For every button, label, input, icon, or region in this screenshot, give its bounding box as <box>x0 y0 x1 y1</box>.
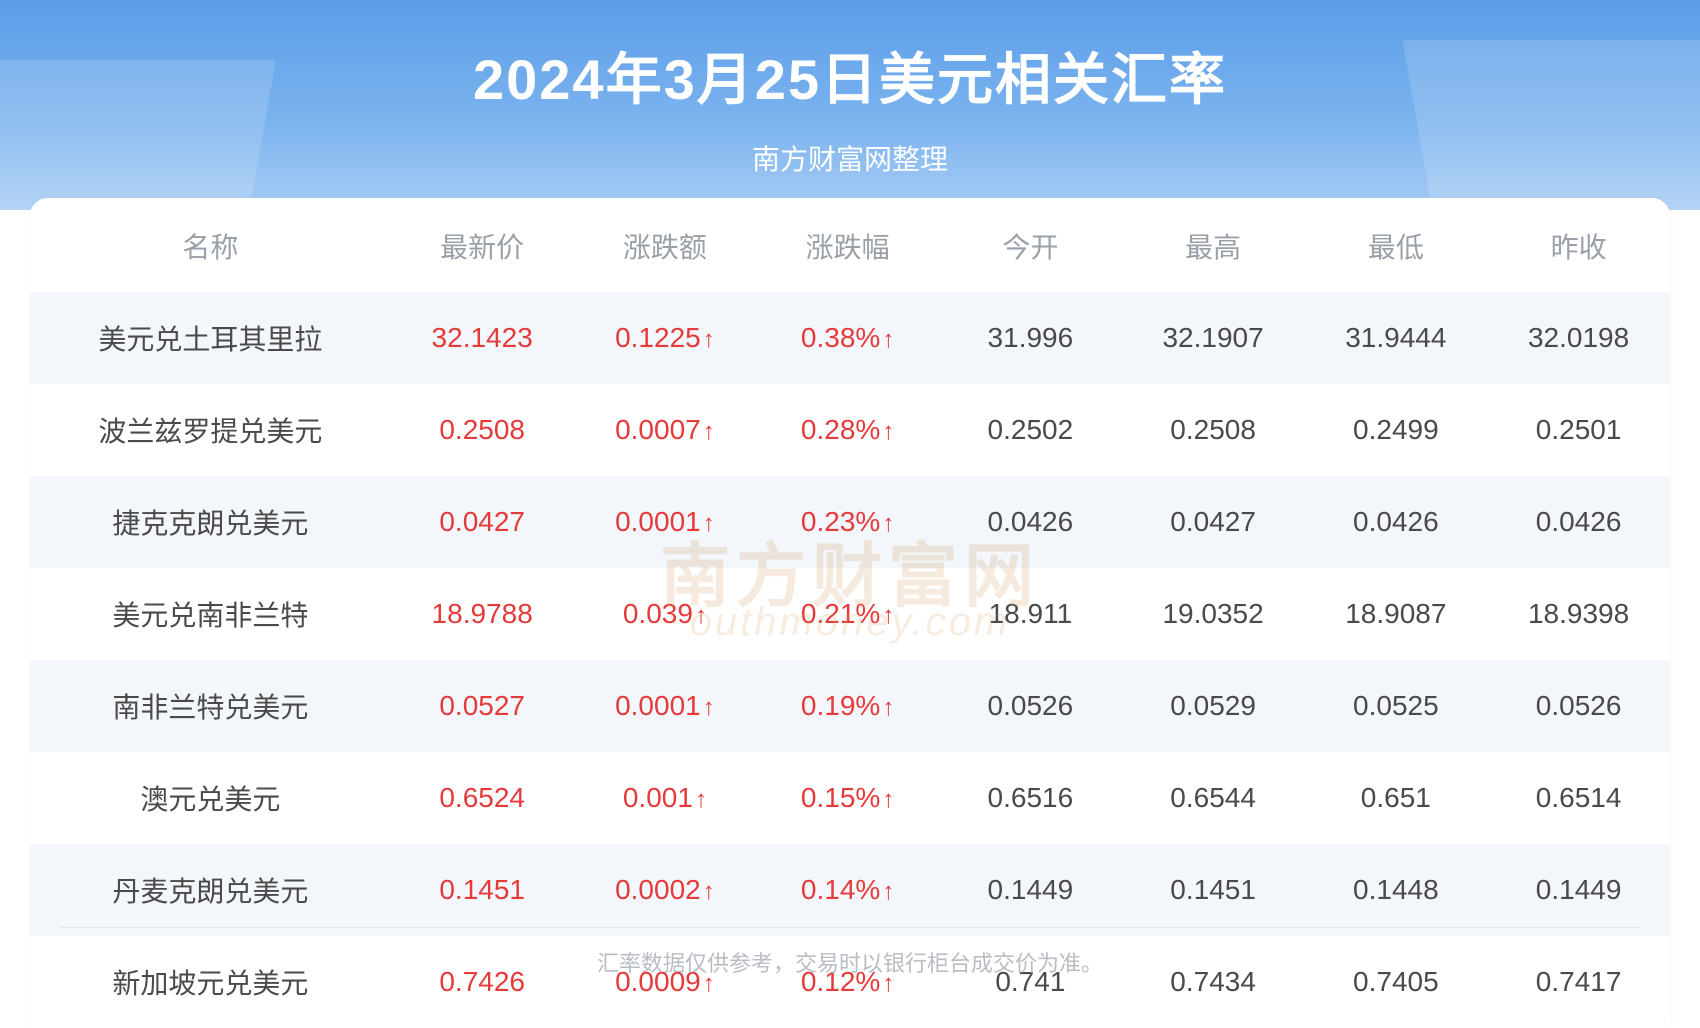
cell-name: 丹麦克朗兑美元 <box>30 844 391 936</box>
col-header-name: 名称 <box>30 198 391 292</box>
arrow-up-icon: ↑ <box>882 326 894 353</box>
table-row: 波兰兹罗提兑美元0.25080.0007↑0.28%↑0.25020.25080… <box>30 384 1670 476</box>
cell-low: 18.9087 <box>1304 568 1487 660</box>
arrow-up-icon: ↑ <box>882 786 894 813</box>
col-header-low: 最低 <box>1304 198 1487 292</box>
arrow-up-icon: ↑ <box>703 694 715 721</box>
arrow-up-icon: ↑ <box>882 694 894 721</box>
arrow-up-icon: ↑ <box>882 418 894 445</box>
cell-open: 18.911 <box>939 568 1122 660</box>
arrow-up-icon: ↑ <box>882 878 894 905</box>
cell-change: 0.001↑ <box>574 752 757 844</box>
cell-high: 0.2508 <box>1122 384 1305 476</box>
cell-change: 0.0007↑ <box>574 384 757 476</box>
cell-prev: 0.0526 <box>1487 660 1670 752</box>
arrow-up-icon: ↑ <box>703 510 715 537</box>
cell-change: 0.0002↑ <box>574 844 757 936</box>
footer-disclaimer: 汇率数据仅供参考，交易时以银行柜台成交价为准。 <box>0 946 1700 978</box>
arrow-up-icon: ↑ <box>695 786 707 813</box>
cell-pct: 0.38%↑ <box>756 292 939 384</box>
col-header-latest: 最新价 <box>391 198 574 292</box>
arrow-up-icon: ↑ <box>703 326 715 353</box>
cell-latest: 0.6524 <box>391 752 574 844</box>
cell-open: 0.1449 <box>939 844 1122 936</box>
cell-high: 32.1907 <box>1122 292 1305 384</box>
table-row: 美元兑土耳其里拉32.14230.1225↑0.38%↑31.99632.190… <box>30 292 1670 384</box>
cell-prev: 32.0198 <box>1487 292 1670 384</box>
cell-prev: 0.1449 <box>1487 844 1670 936</box>
cell-open: 31.996 <box>939 292 1122 384</box>
arrow-up-icon: ↑ <box>695 602 707 629</box>
arrow-up-icon: ↑ <box>703 878 715 905</box>
cell-name: 澳元兑美元 <box>30 752 391 844</box>
cell-low: 31.9444 <box>1304 292 1487 384</box>
page-subtitle: 南方财富网整理 <box>0 138 1700 178</box>
cell-change: 0.1225↑ <box>574 292 757 384</box>
cell-high: 19.0352 <box>1122 568 1305 660</box>
cell-pct: 0.28%↑ <box>756 384 939 476</box>
table-row: 捷克克朗兑美元0.04270.0001↑0.23%↑0.04260.04270.… <box>30 476 1670 568</box>
cell-low: 0.0525 <box>1304 660 1487 752</box>
cell-open: 0.0426 <box>939 476 1122 568</box>
arrow-up-icon: ↑ <box>882 510 894 537</box>
table-row: 美元兑南非兰特18.97880.039↑0.21%↑18.91119.03521… <box>30 568 1670 660</box>
cell-name: 南非兰特兑美元 <box>30 660 391 752</box>
cell-name: 美元兑土耳其里拉 <box>30 292 391 384</box>
cell-change: 0.039↑ <box>574 568 757 660</box>
cell-pct: 0.23%↑ <box>756 476 939 568</box>
rates-table-container: 名称 最新价 涨跌额 涨跌幅 今开 最高 最低 昨收 美元兑土耳其里拉32.14… <box>30 198 1670 1028</box>
cell-latest: 0.0527 <box>391 660 574 752</box>
cell-latest: 32.1423 <box>391 292 574 384</box>
cell-latest: 0.2508 <box>391 384 574 476</box>
col-header-open: 今开 <box>939 198 1122 292</box>
cell-name: 波兰兹罗提兑美元 <box>30 384 391 476</box>
rates-table: 名称 最新价 涨跌额 涨跌幅 今开 最高 最低 昨收 美元兑土耳其里拉32.14… <box>30 198 1670 1028</box>
cell-prev: 18.9398 <box>1487 568 1670 660</box>
arrow-up-icon: ↑ <box>882 602 894 629</box>
cell-prev: 0.0426 <box>1487 476 1670 568</box>
cell-high: 0.0427 <box>1122 476 1305 568</box>
cell-open: 0.6516 <box>939 752 1122 844</box>
cell-prev: 0.6514 <box>1487 752 1670 844</box>
cell-latest: 0.0427 <box>391 476 574 568</box>
cell-high: 0.1451 <box>1122 844 1305 936</box>
cell-open: 0.2502 <box>939 384 1122 476</box>
page-footer: 汇率数据仅供参考，交易时以银行柜台成交价为准。 <box>0 927 1700 978</box>
col-header-pct: 涨跌幅 <box>756 198 939 292</box>
cell-latest: 0.1451 <box>391 844 574 936</box>
col-header-change: 涨跌额 <box>574 198 757 292</box>
cell-low: 0.651 <box>1304 752 1487 844</box>
cell-change: 0.0001↑ <box>574 476 757 568</box>
cell-prev: 0.2501 <box>1487 384 1670 476</box>
col-header-high: 最高 <box>1122 198 1305 292</box>
arrow-up-icon: ↑ <box>703 418 715 445</box>
footer-divider <box>60 927 1640 928</box>
cell-name: 美元兑南非兰特 <box>30 568 391 660</box>
cell-pct: 0.15%↑ <box>756 752 939 844</box>
cell-pct: 0.19%↑ <box>756 660 939 752</box>
table-row: 南非兰特兑美元0.05270.0001↑0.19%↑0.05260.05290.… <box>30 660 1670 752</box>
cell-low: 0.2499 <box>1304 384 1487 476</box>
cell-pct: 0.21%↑ <box>756 568 939 660</box>
cell-open: 0.0526 <box>939 660 1122 752</box>
col-header-prev: 昨收 <box>1487 198 1670 292</box>
cell-low: 0.0426 <box>1304 476 1487 568</box>
table-header-row: 名称 最新价 涨跌额 涨跌幅 今开 最高 最低 昨收 <box>30 198 1670 292</box>
cell-high: 0.0529 <box>1122 660 1305 752</box>
table-row: 丹麦克朗兑美元0.14510.0002↑0.14%↑0.14490.14510.… <box>30 844 1670 936</box>
cell-latest: 18.9788 <box>391 568 574 660</box>
cell-low: 0.1448 <box>1304 844 1487 936</box>
cell-pct: 0.14%↑ <box>756 844 939 936</box>
table-row: 澳元兑美元0.65240.001↑0.15%↑0.65160.65440.651… <box>30 752 1670 844</box>
cell-name: 捷克克朗兑美元 <box>30 476 391 568</box>
page-title: 2024年3月25日美元相关汇率 <box>0 35 1700 116</box>
cell-high: 0.6544 <box>1122 752 1305 844</box>
page-header: 2024年3月25日美元相关汇率 南方财富网整理 <box>0 0 1700 210</box>
cell-change: 0.0001↑ <box>574 660 757 752</box>
